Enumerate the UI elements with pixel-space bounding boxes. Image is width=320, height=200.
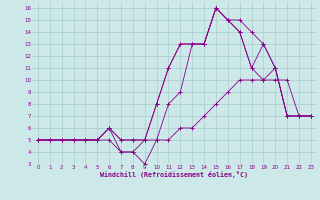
X-axis label: Windchill (Refroidissement éolien,°C): Windchill (Refroidissement éolien,°C) xyxy=(100,171,248,178)
